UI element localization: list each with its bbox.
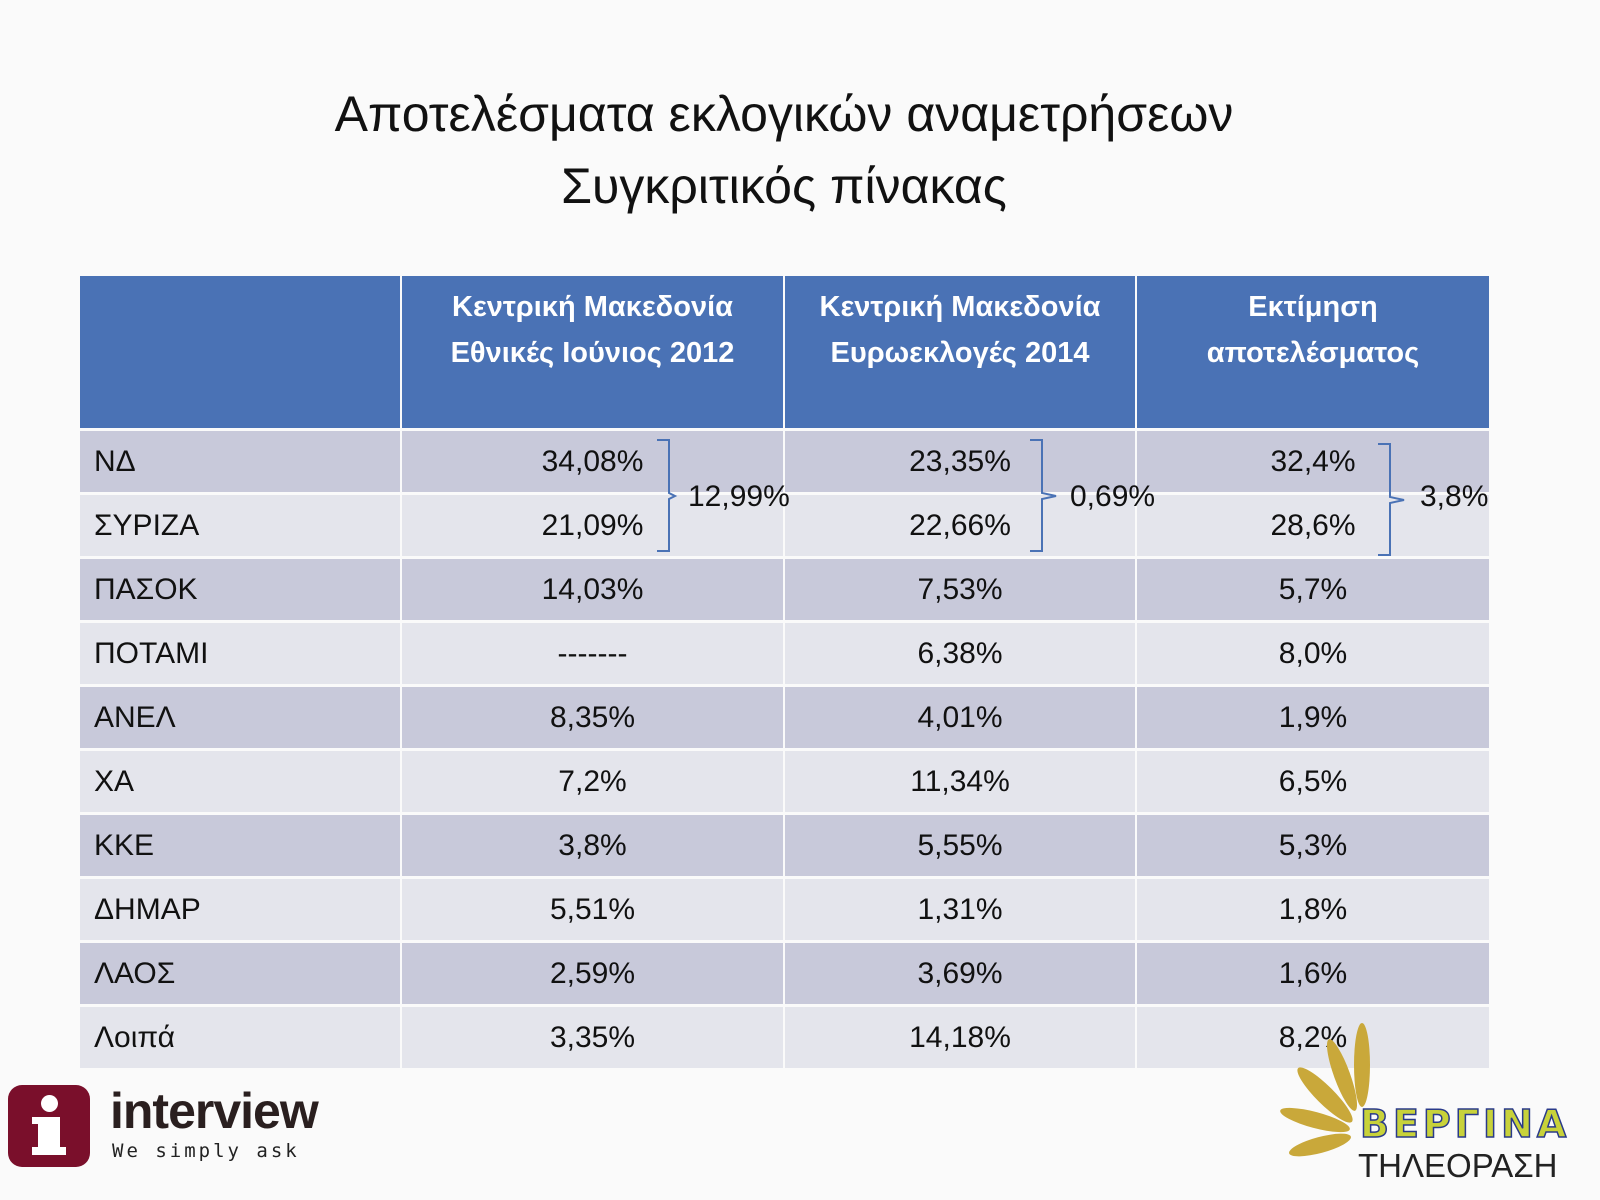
bracket-2012-icon (657, 439, 678, 552)
results-table: Κεντρική Μακεδονία Εθνικές Ιούνιος 2012 … (80, 276, 1489, 1068)
value-estimate: 32,4% (1137, 431, 1489, 492)
value-2014: 11,34% (785, 751, 1135, 812)
value-estimate: 1,9% (1137, 687, 1489, 748)
value-2012: 2,59% (402, 943, 783, 1004)
value-2014: 23,35% (785, 431, 1135, 492)
interview-logo-text: interview (110, 1083, 319, 1139)
value-2012: 3,8% (402, 815, 783, 876)
party-name: ΠΟΤΑΜΙ (80, 623, 400, 684)
header-2012: Κεντρική Μακεδονία Εθνικές Ιούνιος 2012 (402, 276, 783, 428)
difference-estimate: 3,8% (1420, 480, 1489, 513)
party-name: Λοιπά (80, 1007, 400, 1068)
party-name: ΧΑ (80, 751, 400, 812)
value-2014: 1,31% (785, 879, 1135, 940)
party-name: ΛΑΟΣ (80, 943, 400, 1004)
value-2014: 22,66% (785, 495, 1135, 556)
value-estimate: 28,6% (1137, 495, 1489, 556)
bracket-2014-icon (1030, 439, 1057, 552)
value-2014: 14,18% (785, 1007, 1135, 1068)
title-line-1: Αποτελέσματα εκλογικών αναμετρήσεων (334, 86, 1234, 142)
value-2012: ------- (402, 623, 783, 684)
bracket-estimate-icon (1378, 443, 1405, 556)
value-estimate: 8,0% (1137, 623, 1489, 684)
value-estimate: 5,3% (1137, 815, 1489, 876)
vergina-logo-text: ΒΕΡΓΙΝΑ (1359, 1102, 1571, 1146)
header-2014: Κεντρική Μακεδονία Ευρωεκλογές 2014 (785, 276, 1135, 428)
party-name: ΣΥΡΙΖΑ (80, 495, 400, 556)
title-line-2: Συγκριτικός πίνακας (561, 158, 1007, 214)
difference-2014: 0,69% (1070, 480, 1156, 513)
value-estimate: 1,6% (1137, 943, 1489, 1004)
party-name: ΠΑΣΟΚ (80, 559, 400, 620)
interview-logo-icon (8, 1085, 90, 1167)
value-2012: 34,08% (402, 431, 783, 492)
value-2014: 7,53% (785, 559, 1135, 620)
value-2014: 3,69% (785, 943, 1135, 1004)
interview-tagline: We simply ask (112, 1140, 300, 1162)
value-2012: 21,09% (402, 495, 783, 556)
party-name: ΚΚΕ (80, 815, 400, 876)
difference-2012: 12,99% (688, 480, 790, 513)
party-name: ΔΗΜΑΡ (80, 879, 400, 940)
value-2012: 5,51% (402, 879, 783, 940)
value-2014: 6,38% (785, 623, 1135, 684)
value-2012: 14,03% (402, 559, 783, 620)
value-2012: 8,35% (402, 687, 783, 748)
value-estimate: 6,5% (1137, 751, 1489, 812)
value-estimate: 5,7% (1137, 559, 1489, 620)
value-2014: 5,55% (785, 815, 1135, 876)
value-2014: 4,01% (785, 687, 1135, 748)
vergina-sun-icon (1280, 1023, 1370, 1157)
party-name: ΝΔ (80, 431, 400, 492)
vergina-subtitle: ΤΗΛΕΟΡΑΣΗ (1358, 1147, 1558, 1184)
slide-title: Αποτελέσματα εκλογικών αναμετρήσεων Συγκ… (0, 78, 1568, 222)
header-estimate: Εκτίμηση αποτελέσματος (1137, 276, 1489, 428)
value-2012: 3,35% (402, 1007, 783, 1068)
value-estimate: 8,2% (1137, 1007, 1489, 1068)
party-name: ΑΝΕΛ (80, 687, 400, 748)
header-party (80, 276, 400, 428)
value-estimate: 1,8% (1137, 879, 1489, 940)
value-2012: 7,2% (402, 751, 783, 812)
